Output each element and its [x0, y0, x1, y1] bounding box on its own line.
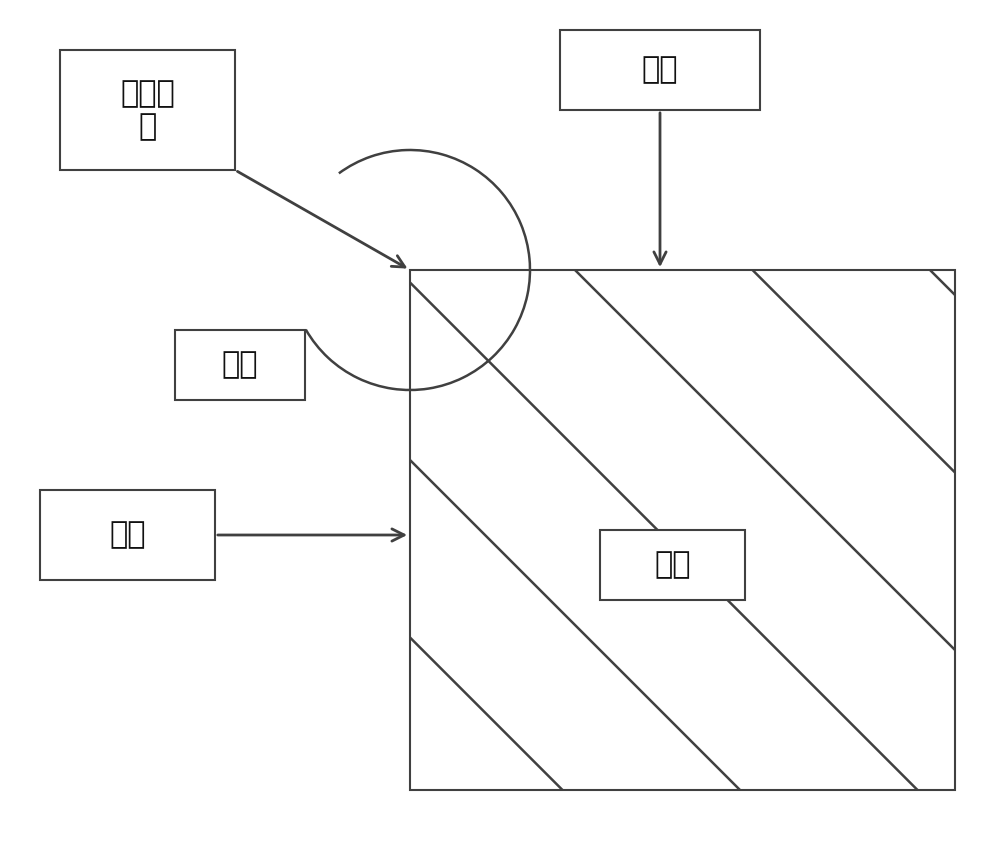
Text: 半角方
向: 半角方 向 — [120, 79, 175, 141]
Bar — [410, 270, 955, 790]
Bar — [600, 530, 745, 600]
Bar — [60, 50, 235, 170]
Bar — [175, 330, 305, 400]
Bar — [40, 490, 215, 580]
Text: 视点: 视点 — [109, 521, 146, 550]
Text: 光源: 光源 — [642, 56, 678, 84]
Text: 切片: 切片 — [654, 551, 691, 580]
Bar — [560, 30, 760, 110]
Text: 半角: 半角 — [222, 350, 258, 380]
